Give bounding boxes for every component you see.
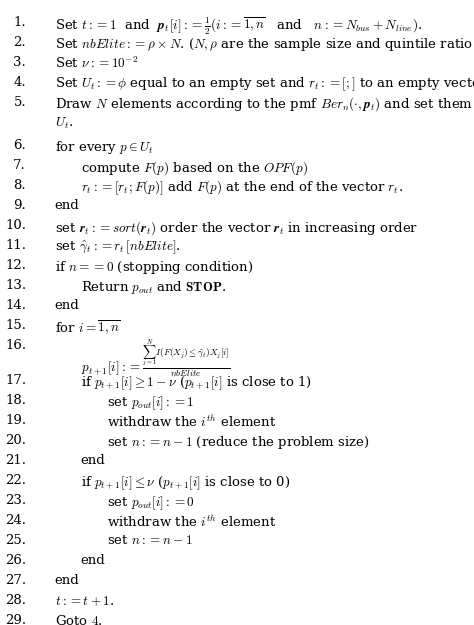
Text: 17.: 17. [5, 374, 26, 388]
Text: set $\boldsymbol{r}_t := sort(\boldsymbol{r}_t)$ order the vector $\boldsymbol{r: set $\boldsymbol{r}_t := sort(\boldsymbo… [55, 219, 418, 236]
Text: 13.: 13. [5, 279, 26, 292]
Text: for every $p \in U_t$: for every $p \in U_t$ [55, 139, 153, 156]
Text: Goto $\mathbf{4}$.: Goto $\mathbf{4}$. [55, 614, 102, 625]
Text: if $n == 0$ (stopping condition): if $n == 0$ (stopping condition) [55, 259, 253, 276]
Text: 9.: 9. [13, 199, 26, 212]
Text: 27.: 27. [5, 574, 26, 588]
Text: 11.: 11. [5, 239, 26, 252]
Text: $t := t + 1$.: $t := t + 1$. [55, 594, 114, 608]
Text: Return $\boldsymbol{p_{out}}$ and $\mathbf{STOP}$.: Return $\boldsymbol{p_{out}}$ and $\math… [81, 279, 226, 296]
Text: for $i = \overline{1, n}$: for $i = \overline{1, n}$ [55, 319, 120, 336]
Text: if $p_{t+1}[i] \leq \nu$ ($p_{t+1}[i]$ is close to 0): if $p_{t+1}[i] \leq \nu$ ($p_{t+1}[i]$ i… [81, 474, 290, 492]
Text: 5.: 5. [13, 96, 26, 109]
Text: set $n := n - 1$: set $n := n - 1$ [107, 534, 192, 548]
Text: 1.: 1. [13, 16, 26, 29]
Text: end: end [55, 299, 79, 312]
Text: if $p_{t+1}[i] \geq 1 - \nu$ ($p_{t+1}[i]$ is close to 1): if $p_{t+1}[i] \geq 1 - \nu$ ($p_{t+1}[i… [81, 374, 311, 392]
Text: withdraw the $i^{th}$ element: withdraw the $i^{th}$ element [107, 414, 276, 431]
Text: end: end [81, 554, 105, 568]
Text: $U_t$.: $U_t$. [55, 116, 73, 131]
Text: end: end [55, 574, 79, 588]
Text: 10.: 10. [5, 219, 26, 232]
Text: set $n := n - 1$ (reduce the problem size): set $n := n - 1$ (reduce the problem siz… [107, 434, 369, 451]
Text: $r_t := [r_t; F(p)]$ add $F(p)$ at the end of the vector $r_t$.: $r_t := [r_t; F(p)]$ add $F(p)$ at the e… [81, 179, 402, 198]
Text: 6.: 6. [13, 139, 26, 152]
Text: end: end [81, 454, 105, 468]
Text: 12.: 12. [5, 259, 26, 272]
Text: 24.: 24. [5, 514, 26, 528]
Text: 20.: 20. [5, 434, 26, 447]
Text: 28.: 28. [5, 594, 26, 608]
Text: end: end [55, 199, 79, 212]
Text: set $\boldsymbol{p_{out}}[i] := 0$: set $\boldsymbol{p_{out}}[i] := 0$ [107, 494, 194, 512]
Text: 19.: 19. [5, 414, 26, 428]
Text: 14.: 14. [5, 299, 26, 312]
Text: 18.: 18. [5, 394, 26, 408]
Text: 7.: 7. [13, 159, 26, 172]
Text: compute $F(p)$ based on the $OPF(p)$: compute $F(p)$ based on the $OPF(p)$ [81, 159, 308, 176]
Text: Draw $N$ elements according to the pmf $Ber_n(\cdot, \boldsymbol{p}_t)$ and set : Draw $N$ elements according to the pmf $… [55, 96, 474, 113]
Text: 2.: 2. [13, 36, 26, 49]
Text: set $\boldsymbol{p_{out}}[i] := 1$: set $\boldsymbol{p_{out}}[i] := 1$ [107, 394, 194, 412]
Text: 3.: 3. [13, 56, 26, 69]
Text: 26.: 26. [5, 554, 26, 568]
Text: Set $\nu := 10^{-2}$: Set $\nu := 10^{-2}$ [55, 56, 137, 71]
Text: Set $nbElite := \rho \times N$. ($N, \rho$ are the sample size and quintile rati: Set $nbElite := \rho \times N$. ($N, \rh… [55, 36, 473, 52]
Text: 29.: 29. [5, 614, 26, 625]
Text: 21.: 21. [5, 454, 26, 468]
Text: 4.: 4. [13, 76, 26, 89]
Text: withdraw the $i^{th}$ element: withdraw the $i^{th}$ element [107, 514, 276, 531]
Text: Set $t:=1$  and  $\boldsymbol{p}_t[i] := \frac{1}{2}(i := \overline{1,n}$   and : Set $t:=1$ and $\boldsymbol{p}_t[i] := \… [55, 16, 422, 37]
Text: set $\hat{\gamma}_t := r_t\,[nbElite]$.: set $\hat{\gamma}_t := r_t\,[nbElite]$. [55, 239, 181, 256]
Text: $p_{t+1}[i] := \frac{\sum_{j=1}^{N} I(F(X_j)\leq\hat{\gamma}_t)X_j[i]}{nbElite}$: $p_{t+1}[i] := \frac{\sum_{j=1}^{N} I(F(… [81, 339, 230, 380]
Text: 25.: 25. [5, 534, 26, 548]
Text: 16.: 16. [5, 339, 26, 352]
Text: Set $U_t := \phi$ equal to an empty set and $r_t := [;]$ to an empty vector.: Set $U_t := \phi$ equal to an empty set … [55, 76, 474, 93]
Text: 8.: 8. [13, 179, 26, 192]
Text: 22.: 22. [5, 474, 26, 488]
Text: 15.: 15. [5, 319, 26, 332]
Text: 23.: 23. [5, 494, 26, 508]
